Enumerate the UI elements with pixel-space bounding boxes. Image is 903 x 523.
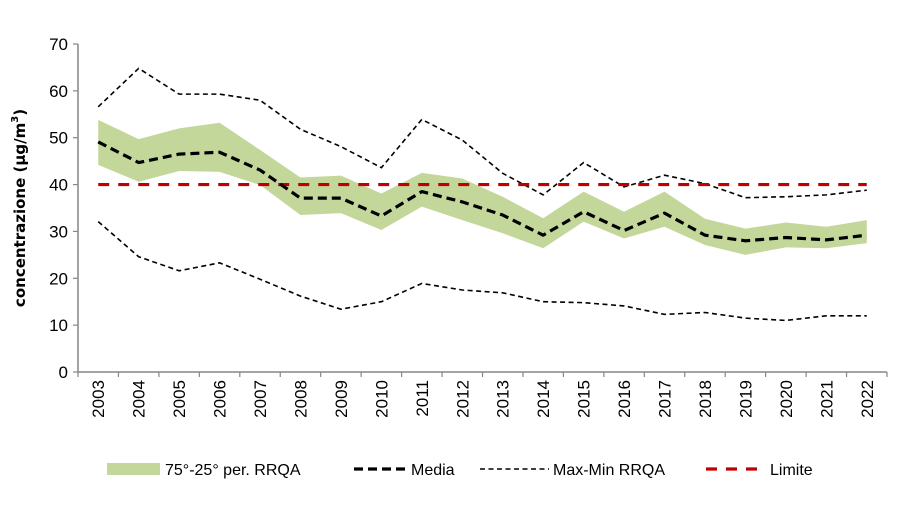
x-tick-label: 2009 (332, 380, 351, 418)
x-tick-label: 2021 (817, 380, 836, 418)
y-axis-title-sup: 3 (10, 116, 21, 123)
legend: 75°-25° per. RRQA Media Max-Min RRQA Limite (107, 462, 813, 479)
x-tick-label: 2015 (575, 380, 594, 418)
legend-item: Limite (706, 462, 813, 479)
x-tick-label: 2017 (656, 380, 675, 418)
legend-75-25-per-rrqa-label: 75°-25° per. RRQA (165, 462, 301, 479)
y-tick-label: 50 (49, 129, 68, 148)
series-min-rrqa-line (97, 220, 867, 322)
legend-max-min-rrqa-label: Max-Min RRQA (553, 462, 665, 479)
series-media-line (97, 140, 867, 243)
percentile-band (98, 119, 867, 255)
legend-75-25-per-rrqa-swatch (107, 463, 160, 475)
x-tick-label: 2019 (736, 380, 755, 418)
x-tick-label: 2003 (89, 380, 108, 418)
x-tick-label: 2005 (170, 380, 189, 418)
y-axis-title-end: ) (11, 109, 29, 116)
y-tick-label: 20 (49, 269, 68, 288)
y-tick-label: 10 (49, 316, 68, 335)
x-tick-label: 2011 (413, 380, 432, 417)
y-tick-label: 60 (49, 82, 68, 101)
x-tick-label: 2018 (696, 380, 715, 418)
x-tick-label: 2013 (494, 380, 513, 418)
legend-limite-label: Limite (770, 462, 813, 479)
y-tick-label: 30 (49, 222, 68, 241)
y-axis-title: concentrazione (µg/m3) (10, 109, 29, 307)
y-tick-label: 0 (59, 363, 68, 382)
x-tick-label: 2010 (372, 380, 391, 418)
y-tick-label: 70 (49, 35, 68, 54)
legend-item: Media (354, 462, 455, 479)
x-tick-label: 2016 (615, 380, 634, 418)
legend-media-label: Media (411, 462, 455, 479)
y-tick-label: 40 (49, 176, 68, 195)
x-tick-label: 2008 (291, 380, 310, 418)
x-tick-label: 2006 (211, 380, 230, 418)
x-tick-label: 2022 (858, 380, 877, 418)
plot-area (97, 67, 867, 322)
x-tick-label: 2012 (453, 380, 472, 418)
axes: 0 10 20 30 40 50 60 70 2003 2004 2005 2006 2007 2008 2… (49, 35, 888, 418)
legend-item: Max-Min RRQA (480, 462, 665, 479)
x-tick-label: 2007 (251, 380, 270, 418)
y-axis-title-base: concentrazione (µg/m (11, 123, 29, 307)
series-max-rrqa-line (97, 67, 867, 199)
x-tick-label: 2014 (534, 380, 553, 418)
x-tick-label: 2020 (777, 380, 796, 418)
x-tick-label: 2004 (130, 380, 149, 418)
legend-item: 75°-25° per. RRQA (107, 462, 301, 479)
